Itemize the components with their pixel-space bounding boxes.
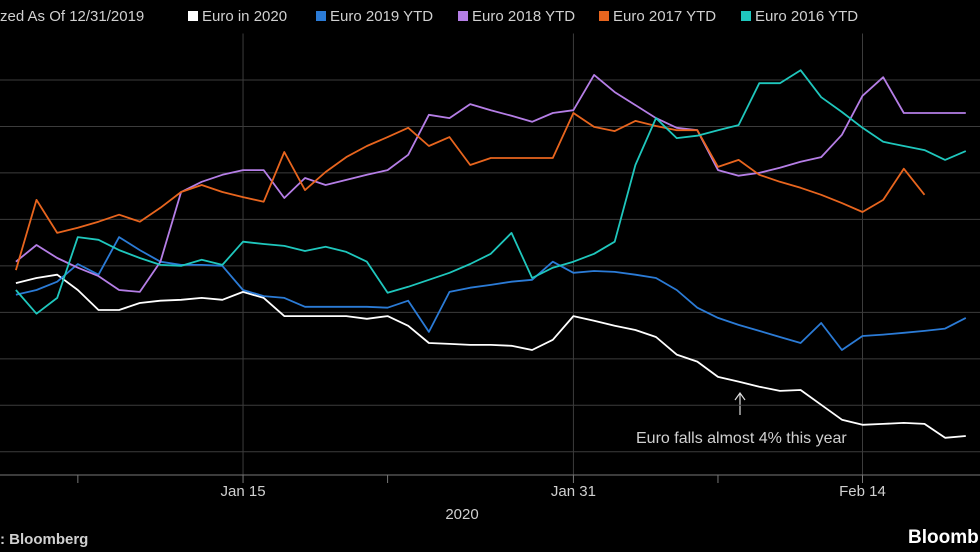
- legend-swatch: [458, 11, 468, 21]
- series-line: [15, 236, 967, 351]
- series-line: [15, 273, 966, 439]
- legend-swatch: [316, 11, 326, 21]
- x-tick-label: Jan 15: [221, 483, 266, 500]
- series-line: [15, 112, 926, 271]
- source: : Bloomberg: [0, 531, 88, 548]
- legend-label: Euro 2019 YTD: [330, 8, 433, 25]
- brand: Bloomb: [908, 527, 979, 548]
- x-tick-label: Jan 31: [551, 483, 596, 500]
- legend-swatch: [188, 11, 198, 21]
- annotation: Euro falls almost 4% this year: [636, 430, 847, 447]
- series-line: [15, 69, 967, 315]
- x-axis-label: 2020: [445, 506, 478, 523]
- series-line: [15, 74, 966, 293]
- legend-header: zed As Of 12/31/2019: [0, 8, 144, 25]
- legend-label: Euro 2016 YTD: [755, 8, 858, 25]
- legend-label: Euro 2017 YTD: [613, 8, 716, 25]
- legend-label: Euro 2018 YTD: [472, 8, 575, 25]
- annotation-arrowhead: [734, 391, 746, 401]
- x-tick-label: Feb 14: [839, 483, 886, 500]
- legend-swatch: [599, 11, 609, 21]
- legend-label: Euro in 2020: [202, 8, 287, 25]
- legend-swatch: [741, 11, 751, 21]
